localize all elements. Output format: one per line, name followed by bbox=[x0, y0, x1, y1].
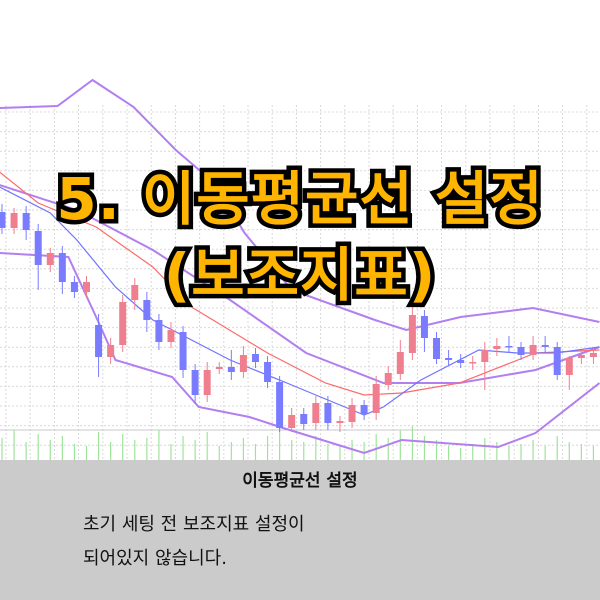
caption-line: 되어있지 않습니다. bbox=[83, 548, 227, 569]
bollinger-lower-line bbox=[0, 252, 600, 455]
candle-down bbox=[457, 360, 465, 363]
candle-up bbox=[10, 213, 18, 228]
candle-up bbox=[469, 362, 477, 364]
candle-up bbox=[529, 345, 537, 355]
candle-down bbox=[155, 320, 163, 342]
candle-down bbox=[0, 212, 6, 228]
candle-up bbox=[589, 353, 597, 357]
candle-down bbox=[517, 347, 525, 355]
candle-down bbox=[95, 325, 103, 357]
headline-title: 5. 이동평균선 설정 bbox=[52, 161, 547, 238]
candle-up bbox=[565, 358, 573, 375]
candle-up bbox=[577, 355, 585, 358]
caption-title: 이동평균선 설정 bbox=[242, 471, 358, 491]
headline-subtitle: (보조지표) bbox=[159, 237, 439, 314]
candle-up bbox=[239, 355, 247, 372]
candle-down bbox=[22, 213, 30, 230]
bollinger-upper-line bbox=[0, 78, 600, 332]
candle-up bbox=[481, 350, 489, 362]
candle-up bbox=[336, 421, 344, 423]
candle-down bbox=[505, 346, 513, 348]
candles bbox=[0, 204, 597, 432]
candle-up bbox=[82, 282, 90, 292]
candle-up bbox=[384, 373, 392, 385]
candle-down bbox=[276, 382, 284, 428]
candle-up bbox=[46, 253, 54, 265]
candle-up bbox=[372, 384, 380, 413]
caption-panel: 이동평균선 설정 초기 세팅 전 보조지표 설정이 되어있지 않습니다. bbox=[0, 460, 600, 600]
volume-bars bbox=[1, 426, 595, 460]
candle-down bbox=[553, 347, 561, 375]
candle-down bbox=[264, 362, 272, 382]
candle-down bbox=[143, 300, 151, 320]
candle-up bbox=[288, 415, 296, 428]
candle-up bbox=[107, 345, 115, 357]
candle-down bbox=[34, 231, 42, 265]
candle-up bbox=[348, 405, 356, 422]
candle-down bbox=[70, 282, 78, 292]
candle-up bbox=[167, 330, 175, 342]
candle-down bbox=[58, 253, 66, 282]
bollinger-mid-line bbox=[0, 184, 600, 384]
candle-down bbox=[360, 405, 368, 414]
candle-down bbox=[191, 370, 199, 395]
candle-down bbox=[420, 316, 428, 338]
candle-up bbox=[131, 285, 139, 300]
candle-down bbox=[433, 338, 441, 359]
candlestick-chart bbox=[0, 78, 600, 460]
candle-down bbox=[251, 354, 259, 362]
candle-up bbox=[203, 370, 211, 395]
candle-down bbox=[179, 332, 187, 370]
candle-down bbox=[445, 358, 453, 360]
moving-average-short-line bbox=[0, 186, 600, 416]
indicator-lines bbox=[0, 78, 600, 455]
candle-up bbox=[396, 352, 404, 374]
caption-line: 초기 세팅 전 보조지표 설정이 bbox=[83, 514, 305, 535]
candle-up bbox=[215, 367, 223, 369]
candle-down bbox=[300, 414, 308, 424]
candle-down bbox=[227, 367, 235, 372]
candle-up bbox=[408, 315, 416, 353]
moving-average-long-line bbox=[0, 171, 600, 396]
candle-down bbox=[541, 345, 549, 347]
candle-up bbox=[312, 403, 320, 423]
candle-up bbox=[119, 302, 127, 345]
candle-up bbox=[493, 346, 501, 349]
candle-down bbox=[324, 403, 332, 423]
